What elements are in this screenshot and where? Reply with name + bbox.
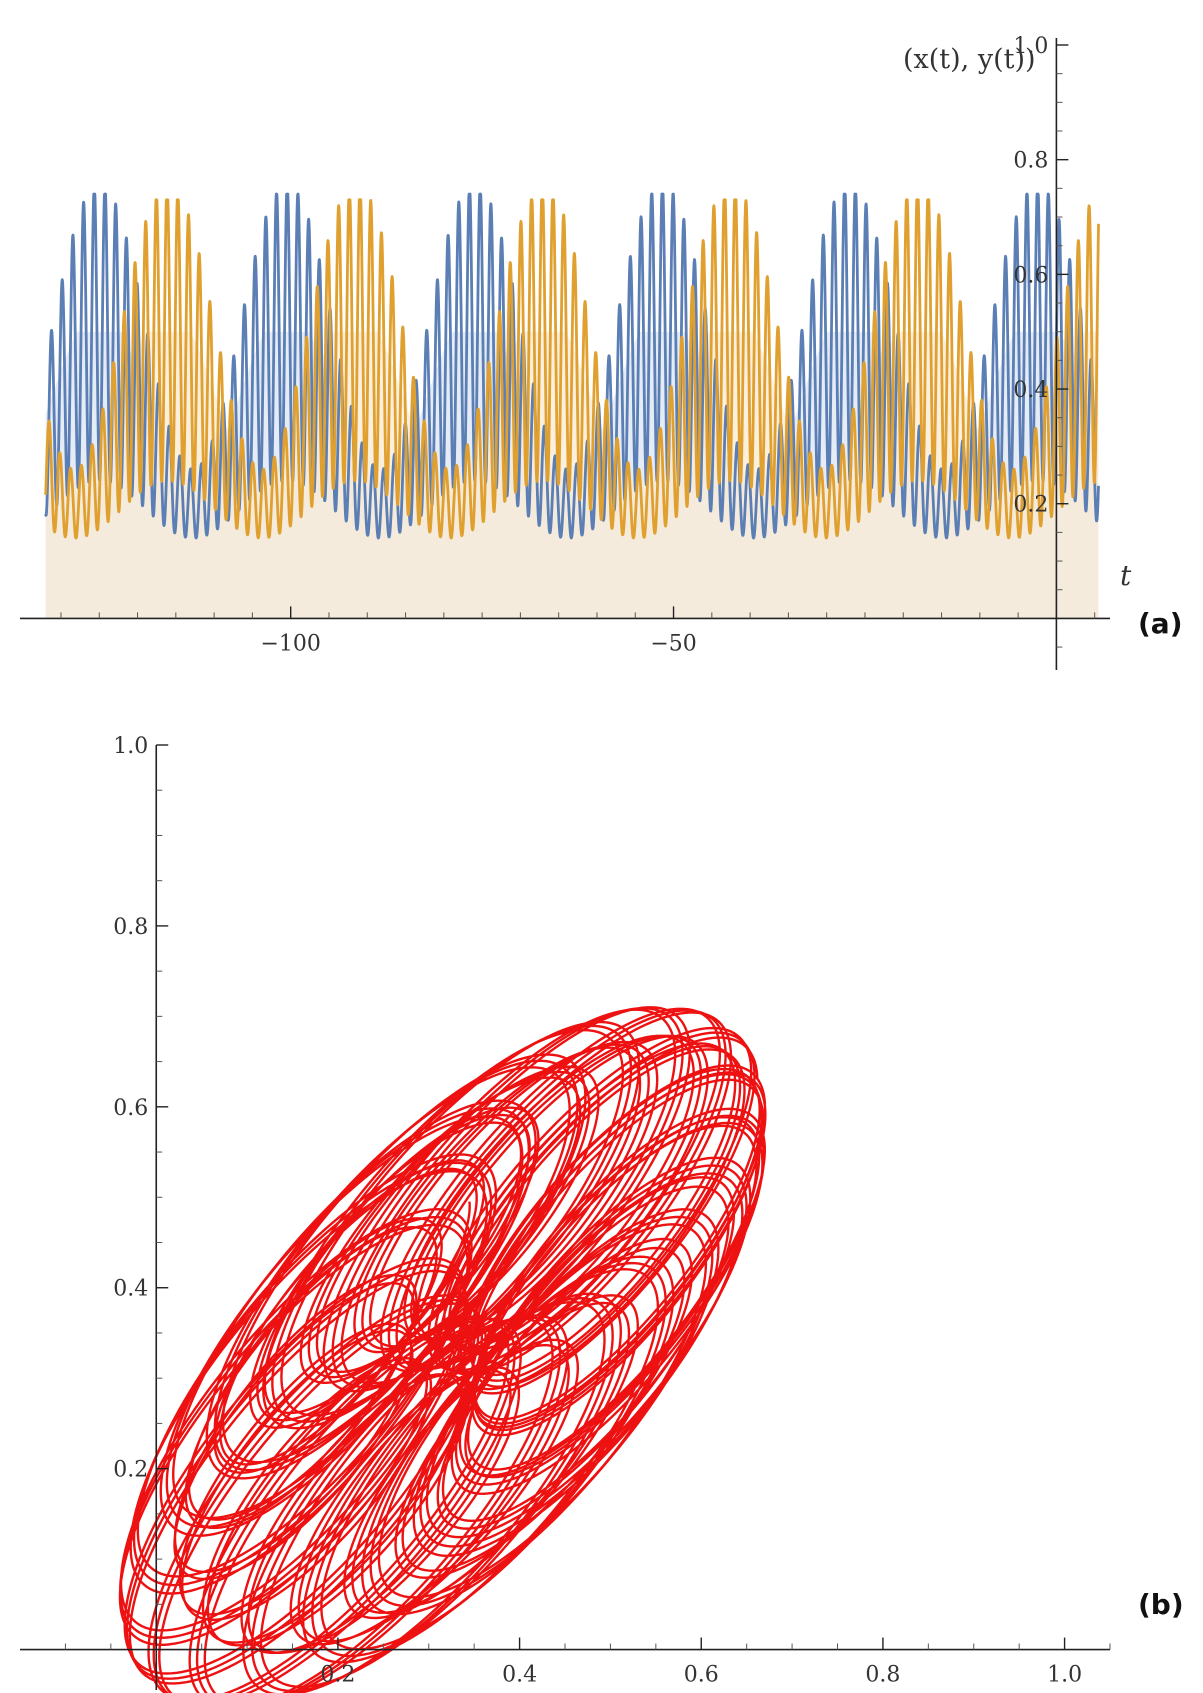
y-tick-label: 0.8 [113,915,148,940]
y-tick-label: 1.0 [113,734,148,759]
tick-labels-b: 0.2 0.4 0.6 0.8 1.0 0.2 0.4 0.6 0.8 1.0 [113,734,1082,1688]
y-tick-label: 0.2 [1013,493,1048,518]
time-series-panel: −100 −50 0.2 0.4 0.6 0.8 1.0 (x(t), y(t)) t (a… [20,34,1183,670]
x-tick-label: 0.6 [684,1663,719,1688]
y-axis-label: (x(t), y(t)) [903,44,1036,75]
y-tick-label: 0.8 [1013,149,1048,174]
x-tick-label: −50 [650,631,696,656]
panel-label-b: (b) [1138,1588,1184,1621]
phase-portrait-curve [118,1006,767,1693]
y-tick-label: 0.4 [1013,378,1048,403]
series-2-line [44,198,1100,540]
phase-portrait-line [118,1006,767,1693]
y-tick-label: 0.6 [113,1096,148,1121]
axes-a [20,38,1110,670]
y-tick-label: 0.4 [113,1277,148,1302]
series-1-line [44,192,1100,540]
axes-b [20,744,1111,1690]
x-tick-label: 0.4 [502,1663,537,1688]
panel-label-a: (a) [1138,607,1183,640]
y-tick-label: 0.2 [113,1458,148,1483]
series-lines [44,192,1100,540]
tick-labels-a: −100 −50 0.2 0.4 0.6 0.8 1.0 [260,34,1048,656]
x-tick-label: −100 [260,631,320,656]
x-tick-label: 0.8 [865,1663,900,1688]
x-axis-label: t [1120,559,1132,592]
y-tick-label: 0.6 [1013,263,1048,288]
x-tick-label: 1.0 [1047,1663,1082,1688]
x-tick-label: 0.2 [320,1663,355,1688]
phase-portrait-panel: 0.2 0.4 0.6 0.8 1.0 0.2 0.4 0.6 0.8 1.0 (b) [20,734,1184,1693]
y-tick-label: 1.0 [1013,34,1048,59]
